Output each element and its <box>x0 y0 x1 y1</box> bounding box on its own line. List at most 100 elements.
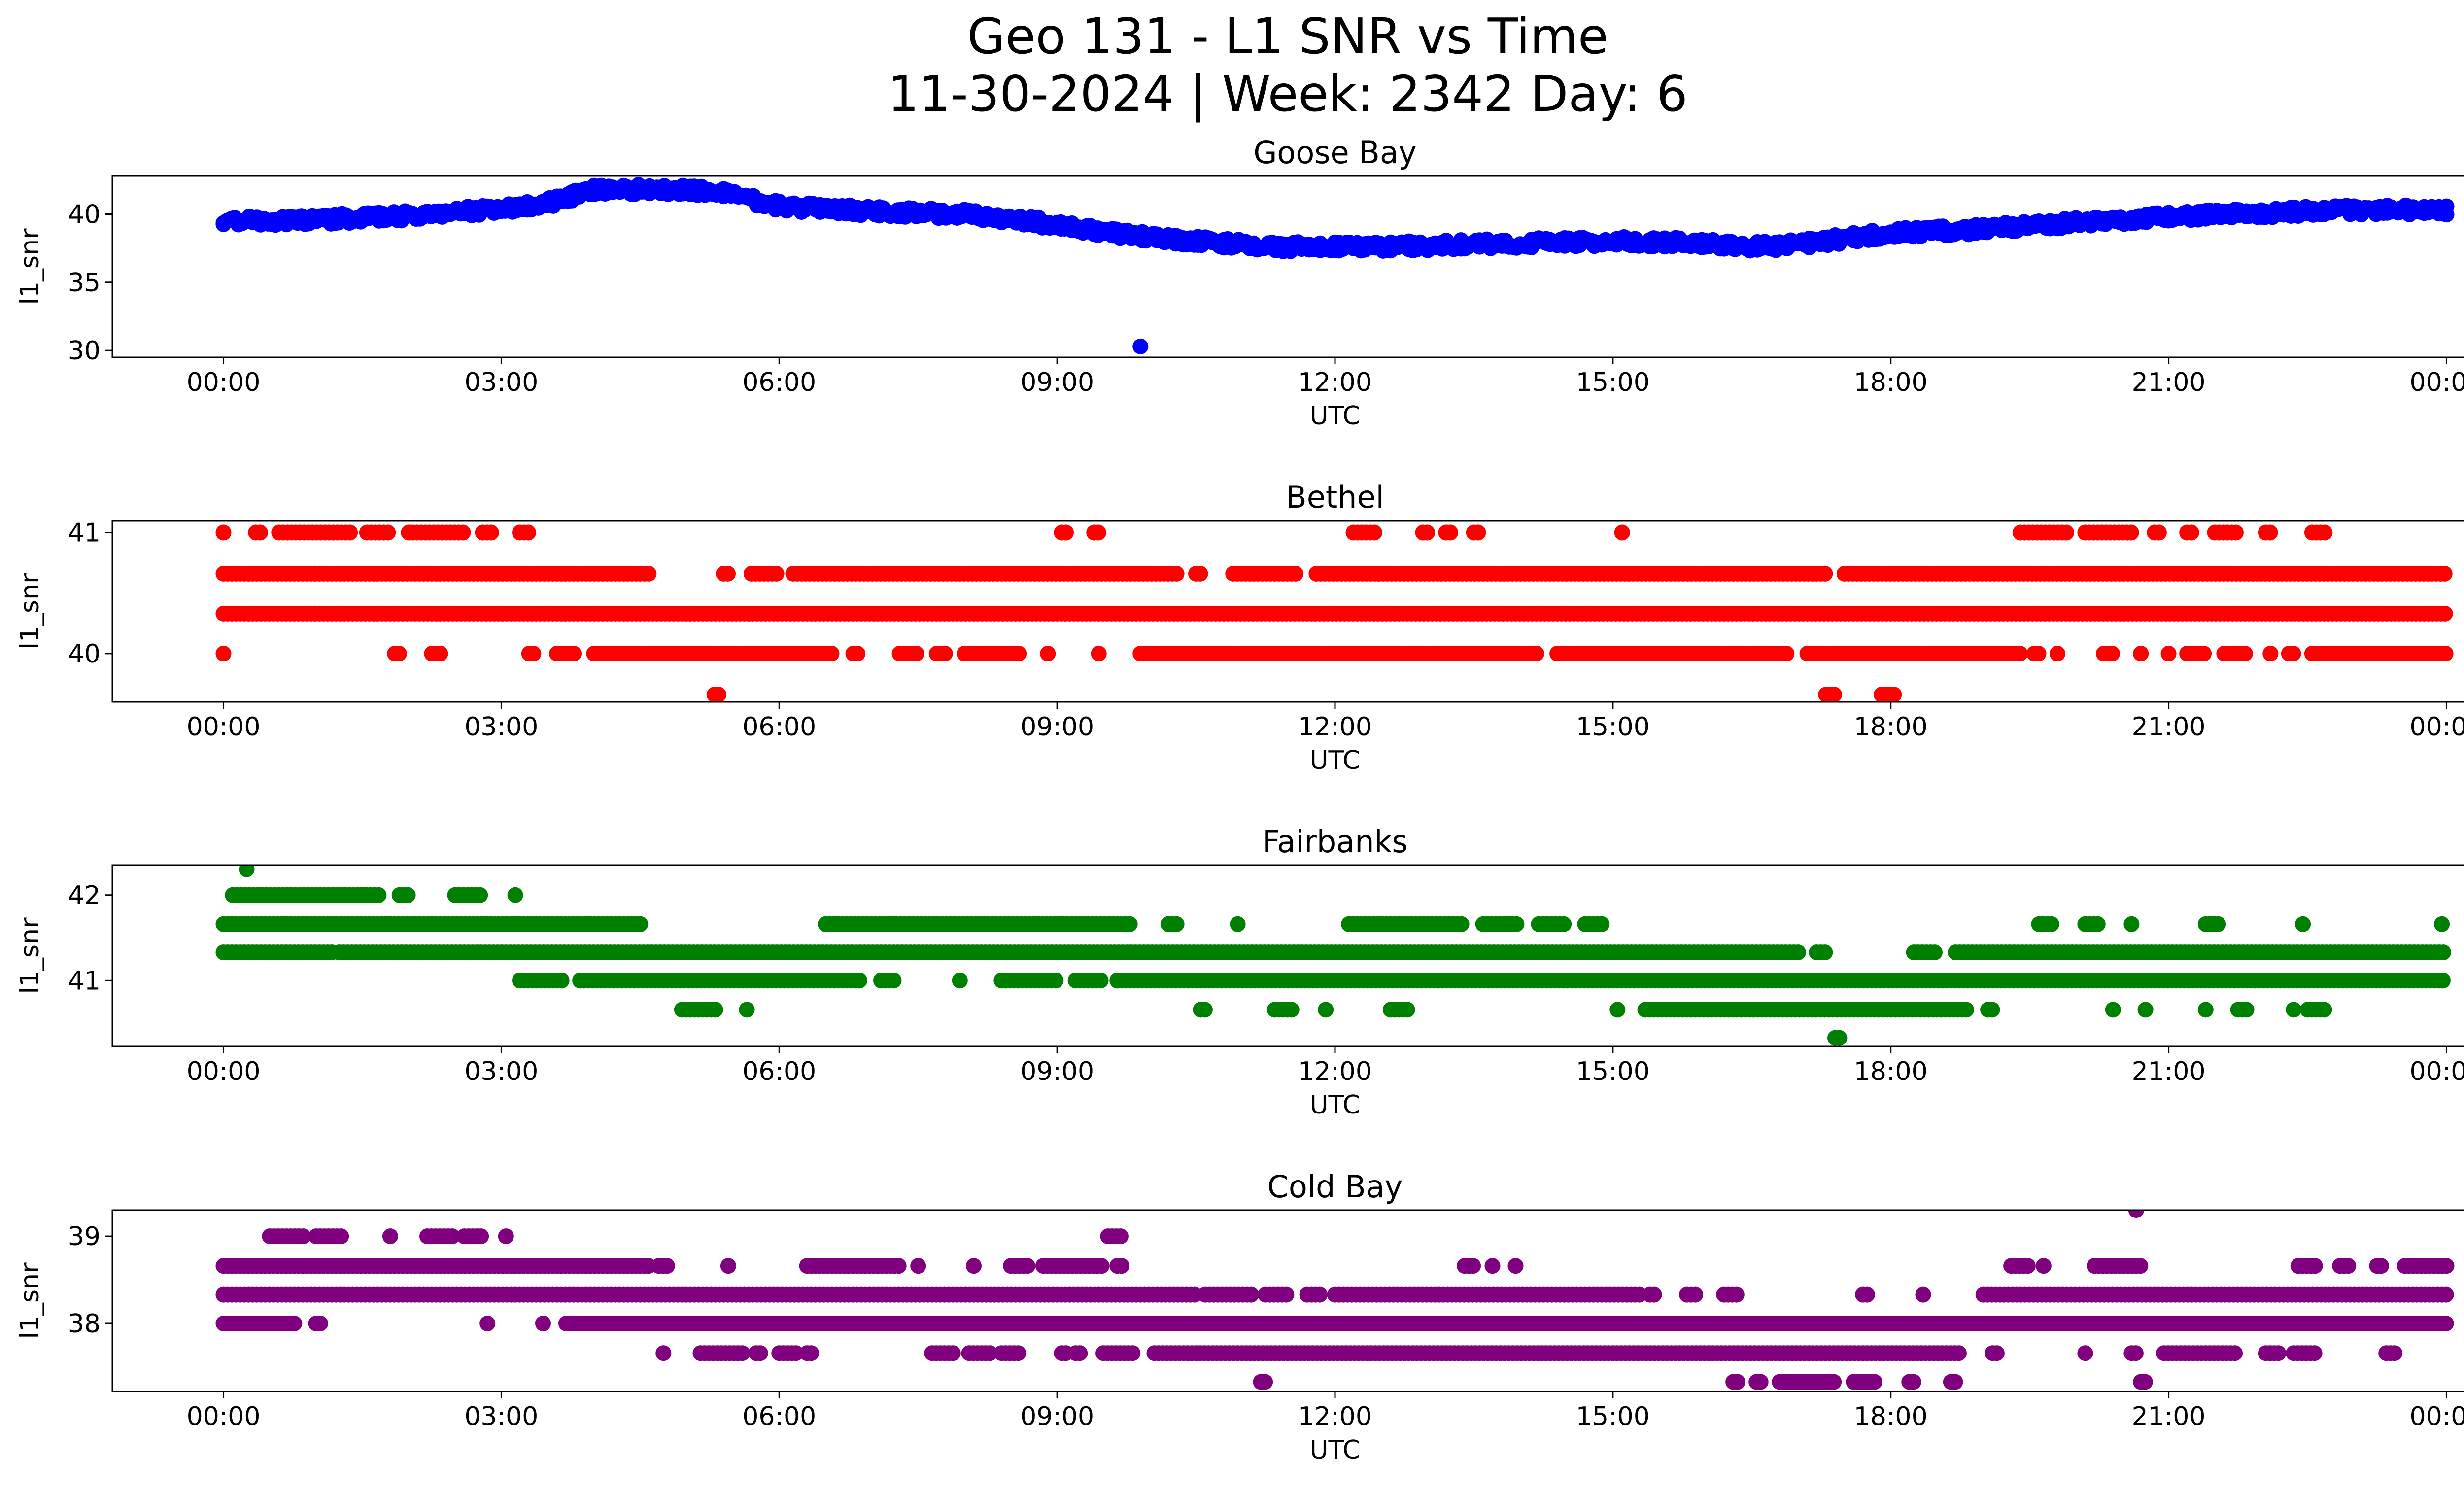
data-point <box>483 524 499 541</box>
data-point <box>391 645 407 661</box>
data-point <box>1419 524 1435 541</box>
x-tick-label: 00:00 <box>187 368 261 397</box>
data-point <box>1243 1286 1259 1303</box>
data-point <box>2262 645 2279 661</box>
data-point <box>1011 645 1027 661</box>
data-point <box>2436 565 2453 582</box>
data-points <box>215 865 2451 1046</box>
data-points <box>215 1210 2455 1390</box>
data-point <box>1609 1002 1626 1018</box>
y-axis-label: l1_snr <box>15 228 45 305</box>
data-point <box>444 1228 460 1245</box>
data-point <box>1614 524 1630 541</box>
data-point <box>2123 916 2140 932</box>
subplot-title: Fairbanks <box>1262 824 1408 860</box>
data-point <box>1230 916 1246 932</box>
x-tick-label: 06:00 <box>742 368 816 397</box>
data-point <box>2437 605 2453 622</box>
data-point <box>720 565 736 582</box>
data-point <box>1283 1002 1300 1018</box>
data-point <box>1288 565 1304 582</box>
y-tick-label: 30 <box>68 336 101 366</box>
x-tick-label: 00:00 <box>187 1057 261 1086</box>
data-point <box>2295 916 2311 932</box>
x-tick-label: 12:00 <box>1298 368 1372 397</box>
data-point <box>1508 916 1525 932</box>
data-point <box>2434 916 2450 932</box>
data-point <box>2197 1002 2214 1018</box>
data-point <box>890 1258 907 1274</box>
data-point <box>2058 524 2074 541</box>
data-point <box>720 1258 736 1274</box>
x-tick-label: 12:00 <box>1298 712 1372 742</box>
data-point <box>286 1316 303 1331</box>
data-point <box>498 1228 514 1245</box>
data-point <box>937 645 953 661</box>
data-point <box>1318 1002 1334 1018</box>
subplot-title: Cold Bay <box>1267 1169 1403 1205</box>
subplot-title: Bethel <box>1286 479 1384 515</box>
data-point <box>1728 1286 1745 1303</box>
data-point <box>333 1228 349 1245</box>
x-tick-label: 15:00 <box>1576 712 1650 742</box>
data-point <box>1132 338 1149 354</box>
data-point <box>1984 1002 2000 1018</box>
x-tick-label: 00:00 <box>2410 712 2464 742</box>
data-point <box>400 887 416 903</box>
data-point <box>2434 973 2451 989</box>
y-axis-label: l1_snr <box>15 917 45 994</box>
data-point <box>632 916 649 932</box>
data-point <box>2435 944 2451 961</box>
data-point <box>432 645 448 661</box>
data-point <box>1020 1258 1035 1274</box>
data-point <box>1528 645 1544 661</box>
x-tick-label: 06:00 <box>742 1057 816 1086</box>
x-tick-label: 03:00 <box>464 368 538 397</box>
x-tick-label: 18:00 <box>1854 712 1928 742</box>
data-point <box>1094 1258 1110 1274</box>
data-point <box>659 1258 675 1274</box>
data-point <box>1826 687 1843 702</box>
x-tick-label: 12:00 <box>1298 1057 1372 1086</box>
data-point <box>1192 565 1208 582</box>
data-point <box>1040 645 1056 661</box>
data-point <box>641 565 657 582</box>
data-point <box>707 1002 723 1018</box>
data-point <box>2050 645 2065 661</box>
data-point <box>1113 1258 1129 1274</box>
data-point <box>239 865 255 877</box>
x-tick-label: 09:00 <box>1020 1057 1094 1086</box>
data-point <box>2133 645 2149 661</box>
data-point <box>2128 1210 2144 1218</box>
x-tick-label: 15:00 <box>1576 368 1650 397</box>
x-tick-label: 18:00 <box>1854 1057 1928 1086</box>
figure-title-line1: Geo 131 - L1 SNR vs Time <box>967 7 1608 65</box>
data-point <box>1197 1002 1213 1018</box>
data-point <box>1048 973 1064 989</box>
data-point <box>566 645 582 661</box>
data-point <box>2340 1258 2357 1274</box>
data-point <box>2196 645 2212 661</box>
figure-title-line2: 11-30-2024 | Week: 2342 Day: 6 <box>888 65 1687 123</box>
data-point <box>2262 524 2278 541</box>
data-point <box>1442 524 1458 541</box>
data-point <box>215 524 232 541</box>
data-point <box>1093 973 1109 989</box>
x-axis-label: UTC <box>1309 401 1360 431</box>
data-point <box>2043 916 2059 932</box>
data-point <box>1090 524 1106 541</box>
data-point <box>2151 524 2167 541</box>
data-point <box>2105 1002 2121 1018</box>
data-point <box>2123 524 2139 541</box>
x-tick-label: 09:00 <box>1020 712 1094 742</box>
y-tick-label: 41 <box>68 519 101 548</box>
x-axis-label: UTC <box>1309 1090 1360 1120</box>
x-tick-label: 18:00 <box>1854 368 1928 397</box>
data-point <box>2238 1002 2255 1018</box>
data-point <box>2437 645 2454 661</box>
data-point <box>2438 1258 2455 1274</box>
